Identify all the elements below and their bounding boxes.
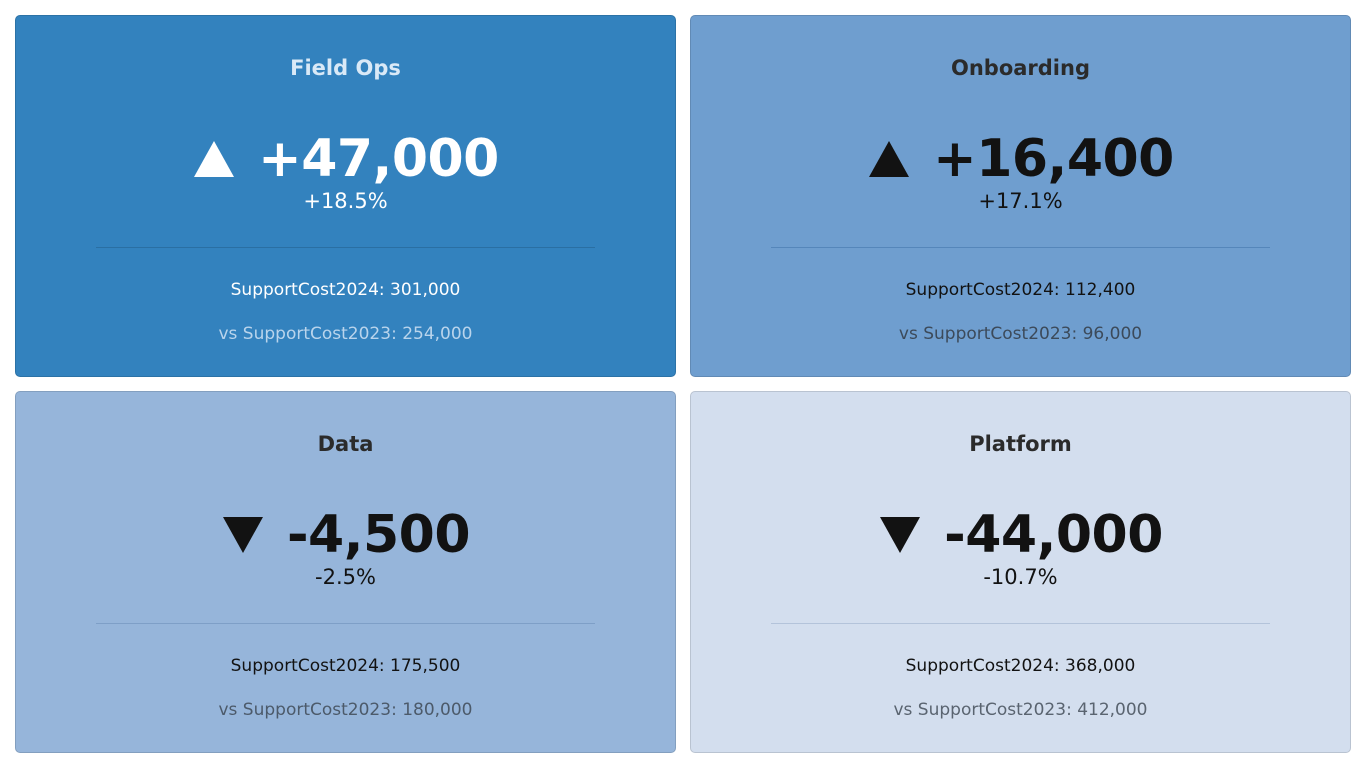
- card-headline: -4,500: [16, 500, 675, 570]
- card-current-value: SupportCost2024: 175,500: [230, 656, 461, 676]
- card-title: Field Ops: [290, 56, 401, 80]
- card-divider: [96, 247, 595, 248]
- trend-up-icon: [194, 141, 235, 177]
- card-percent-change: +18.5%: [303, 189, 388, 213]
- kpi-card-onboarding: Onboarding +16,400 +17.1% SupportCost202…: [690, 15, 1351, 377]
- kpi-card-grid: Field Ops +47,000 +18.5% SupportCost2024…: [15, 15, 1351, 753]
- kpi-card-field-ops: Field Ops +47,000 +18.5% SupportCost2024…: [15, 15, 676, 377]
- card-delta: +16,400: [933, 129, 1174, 189]
- card-delta: -4,500: [286, 505, 471, 565]
- card-previous-value: vs SupportCost2023: 412,000: [893, 700, 1148, 720]
- card-delta: +47,000: [258, 129, 499, 189]
- trend-down-icon: [880, 517, 921, 553]
- kpi-card-platform: Platform -44,000 -10.7% SupportCost2024:…: [690, 391, 1351, 753]
- card-previous-value: vs SupportCost2023: 96,000: [898, 324, 1143, 344]
- card-percent-change: -10.7%: [983, 565, 1058, 589]
- card-percent-change: -2.5%: [315, 565, 376, 589]
- card-headline: +16,400: [691, 124, 1350, 194]
- card-current-value: SupportCost2024: 112,400: [905, 280, 1136, 300]
- card-previous-value: vs SupportCost2023: 180,000: [218, 700, 473, 720]
- card-current-value: SupportCost2024: 368,000: [905, 656, 1136, 676]
- card-percent-change: +17.1%: [978, 189, 1063, 213]
- card-current-value: SupportCost2024: 301,000: [230, 280, 461, 300]
- card-divider: [771, 623, 1270, 624]
- card-headline: -44,000: [691, 500, 1350, 570]
- card-title: Onboarding: [950, 56, 1090, 80]
- card-divider: [771, 247, 1270, 248]
- card-headline: +47,000: [16, 124, 675, 194]
- card-previous-value: vs SupportCost2023: 254,000: [218, 324, 473, 344]
- trend-up-icon: [869, 141, 910, 177]
- card-delta: -44,000: [944, 505, 1163, 565]
- card-title: Data: [317, 432, 374, 456]
- card-divider: [96, 623, 595, 624]
- kpi-card-data: Data -4,500 -2.5% SupportCost2024: 175,5…: [15, 391, 676, 753]
- card-title: Platform: [969, 432, 1072, 456]
- trend-down-icon: [222, 517, 263, 553]
